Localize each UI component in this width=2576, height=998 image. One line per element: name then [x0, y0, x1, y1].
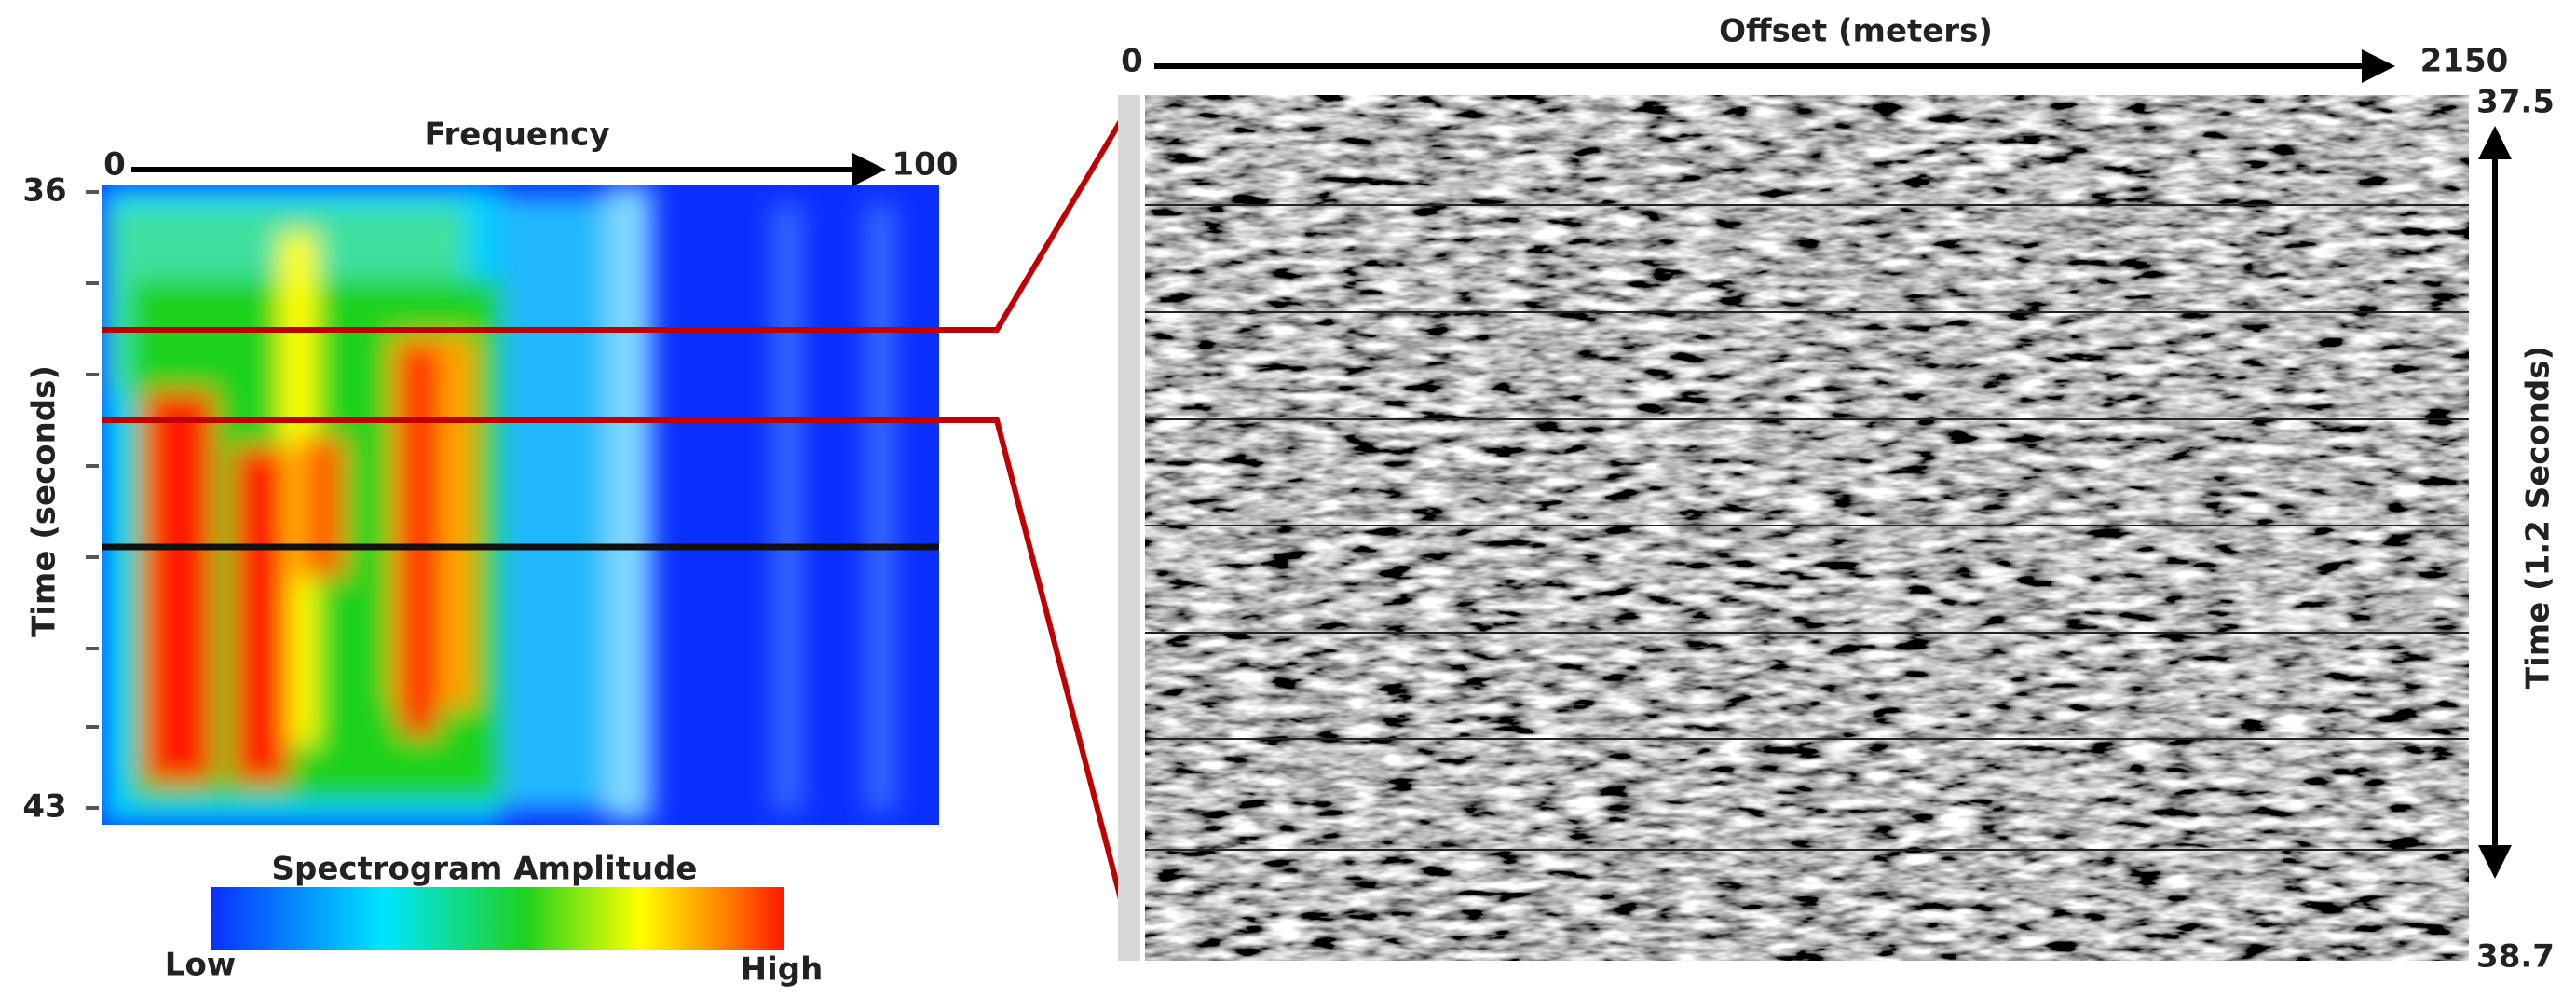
trace-lines	[1145, 204, 2469, 851]
colorbar-high: High	[741, 951, 824, 989]
colorbar-low: Low	[165, 947, 236, 984]
y-end: 43	[22, 788, 66, 826]
offset-end: 2150	[2420, 43, 2509, 80]
time-start: 37.5	[2476, 84, 2555, 121]
zoom-lines	[102, 97, 1137, 950]
colorbar	[211, 887, 784, 950]
time-title: Time (1.2 Seconds)	[2520, 346, 2557, 689]
x-start: 0	[103, 146, 126, 184]
trace-ruler	[1118, 95, 1140, 961]
y-axis-title: Time (seconds)	[26, 365, 63, 637]
offset-start: 0	[1121, 43, 1143, 80]
time-end: 38.7	[2476, 938, 2555, 976]
colorbar-title: Spectrogram Amplitude	[272, 851, 698, 888]
x-axis-title: Frequency	[424, 116, 609, 154]
x-end: 100	[893, 146, 959, 184]
y-start: 36	[22, 172, 66, 210]
seismic-section	[1145, 95, 2469, 961]
offset-title: Offset (meters)	[1719, 13, 1993, 50]
spectrogram	[102, 185, 939, 825]
y-ticks	[86, 190, 99, 810]
